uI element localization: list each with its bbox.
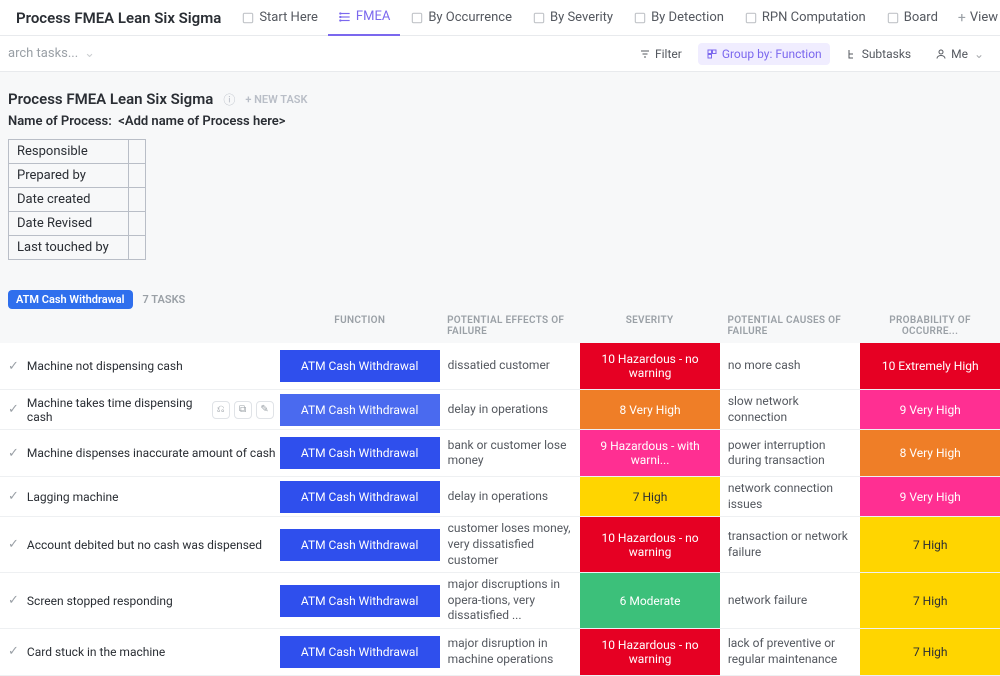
cause-cell[interactable]: power interruption during transaction <box>720 430 861 476</box>
severity-badge[interactable]: 10 Hazardous - no warning <box>580 343 720 389</box>
task-name[interactable]: Screen stopped responding <box>27 594 173 608</box>
effects-cell[interactable]: major disruption in machine operations <box>440 629 581 675</box>
task-row[interactable]: ✓ Lagging machine ATM Cash Withdrawaldelay… <box>0 477 1000 517</box>
meta-row: Responsible <box>9 140 146 164</box>
effects-cell[interactable]: dissatied customer <box>440 343 581 389</box>
task-row[interactable]: ✓ Machine takes time dispensing cash ⎌⧉✎ AT… <box>0 390 1000 430</box>
task-row[interactable]: ✓ Card stuck in the machine ATM Cash Withd… <box>0 629 1000 676</box>
search-input[interactable]: arch tasks... ⌄ <box>8 46 138 61</box>
link-icon[interactable]: ⧉ <box>234 401 252 419</box>
effects-cell[interactable]: delay in operations <box>440 390 581 429</box>
subtasks-button[interactable]: Subtasks <box>838 43 919 65</box>
task-row[interactable]: ✓ Screen stopped responding ATM Cash Withd… <box>0 573 1000 629</box>
tab-by-severity[interactable]: By Severity <box>522 0 623 36</box>
check-icon[interactable]: ✓ <box>8 537 19 552</box>
function-badge[interactable]: ATM Cash Withdrawal <box>280 481 440 513</box>
meta-row: Date Revised <box>9 212 146 236</box>
page-title: Process FMEA Lean Six Sigma <box>8 90 213 108</box>
effects-cell[interactable]: major discruptions in opera-tions, very … <box>440 573 581 628</box>
tab-start-here[interactable]: Start Here <box>231 0 328 36</box>
top-tabs-bar: Process FMEA Lean Six Sigma Start HereFM… <box>0 0 1000 36</box>
function-badge[interactable]: ATM Cash Withdrawal <box>280 529 440 561</box>
column-causes[interactable]: POTENTIAL CAUSES OF FAILURE <box>720 315 861 337</box>
me-button[interactable]: Me ⌄ <box>927 43 992 65</box>
effects-cell[interactable]: customer loses money, very dissatisfied … <box>440 517 581 572</box>
info-icon[interactable]: ⓘ <box>223 91 235 108</box>
severity-badge[interactable]: 10 Hazardous - no warning <box>580 517 720 572</box>
chevron-down-icon: ⌄ <box>84 46 95 61</box>
task-name[interactable]: Lagging machine <box>27 490 119 504</box>
cause-cell[interactable]: network failure <box>720 573 861 628</box>
tab-fmea[interactable]: FMEA <box>328 0 400 36</box>
check-icon[interactable]: ✓ <box>8 402 19 417</box>
task-name[interactable]: Account debited but no cash was dispense… <box>27 538 262 552</box>
probability-badge[interactable]: 7 High <box>860 629 1000 675</box>
content-area: Process FMEA Lean Six Sigma ⓘ + NEW TASK… <box>0 72 1000 676</box>
process-name-label: Name of Process: <Add name of Process he… <box>0 108 1000 139</box>
severity-badge[interactable]: 6 Moderate <box>580 573 720 628</box>
task-row[interactable]: ✓ Account debited but no cash was dispens… <box>0 517 1000 573</box>
workspace-title: Process FMEA Lean Six Sigma <box>8 9 229 27</box>
task-row[interactable]: ✓ Machine dispenses inaccurate amount of … <box>0 430 1000 477</box>
tab-by-occurrence[interactable]: By Occurrence <box>400 0 522 36</box>
meta-row: Date created <box>9 188 146 212</box>
group-header: ATM Cash Withdrawal 7 TASKS <box>0 290 1000 315</box>
task-row[interactable]: ✓ Machine not dispensing cash ATM Cash Wit… <box>0 343 1000 390</box>
column-probability[interactable]: PROBABILITY OF OCCURRE... <box>860 315 1000 337</box>
function-badge[interactable]: ATM Cash Withdrawal <box>280 394 440 426</box>
severity-badge[interactable]: 7 High <box>580 477 720 516</box>
subtask-icon[interactable]: ⎌ <box>212 401 230 419</box>
function-badge[interactable]: ATM Cash Withdrawal <box>280 636 440 668</box>
check-icon[interactable]: ✓ <box>8 489 19 504</box>
probability-badge[interactable]: 8 Very High <box>860 430 1000 476</box>
cause-cell[interactable]: network connection issues <box>720 477 861 516</box>
meta-table: ResponsiblePrepared byDate createdDate R… <box>8 139 146 260</box>
tab-rpn-computation[interactable]: RPN Computation <box>734 0 876 36</box>
cause-cell[interactable]: slow network connection <box>720 390 861 429</box>
task-name[interactable]: Card stuck in the machine <box>27 645 165 659</box>
tab-board[interactable]: Board <box>876 0 948 36</box>
severity-badge[interactable]: 8 Very High <box>580 390 720 429</box>
function-badge[interactable]: ATM Cash Withdrawal <box>280 350 440 382</box>
check-icon[interactable]: ✓ <box>8 359 19 374</box>
column-severity[interactable]: SEVERITY <box>580 315 720 337</box>
filter-button[interactable]: Filter <box>631 43 690 65</box>
check-icon[interactable]: ✓ <box>8 446 19 461</box>
severity-badge[interactable]: 9 Hazardous - with warni... <box>580 430 720 476</box>
severity-badge[interactable]: 10 Hazardous - no warning <box>580 629 720 675</box>
probability-badge[interactable]: 7 High <box>860 517 1000 572</box>
cause-cell[interactable]: lack of preventive or regular maintenanc… <box>720 629 861 675</box>
edit-icon[interactable]: ✎ <box>256 401 274 419</box>
check-icon[interactable]: ✓ <box>8 593 19 608</box>
grid-header: FUNCTION POTENTIAL EFFECTS OF FAILURE SE… <box>0 315 1000 343</box>
tab-view[interactable]: +View <box>948 0 1000 36</box>
probability-badge[interactable]: 7 High <box>860 573 1000 628</box>
new-task-button[interactable]: + NEW TASK <box>245 93 307 106</box>
task-name[interactable]: Machine takes time dispensing cash <box>27 396 204 424</box>
probability-badge[interactable]: 9 Very High <box>860 390 1000 429</box>
meta-row: Prepared by <box>9 164 146 188</box>
task-name[interactable]: Machine dispenses inaccurate amount of c… <box>27 446 276 460</box>
cause-cell[interactable]: transaction or network failure <box>720 517 861 572</box>
row-hover-actions: ⎌⧉✎ <box>212 401 274 419</box>
task-name[interactable]: Machine not dispensing cash <box>27 359 183 373</box>
task-count: 7 TASKS <box>143 293 186 306</box>
meta-row: Last touched by <box>9 236 146 260</box>
tab-by-detection[interactable]: By Detection <box>623 0 734 36</box>
probability-badge[interactable]: 9 Very High <box>860 477 1000 516</box>
cause-cell[interactable]: no more cash <box>720 343 861 389</box>
effects-cell[interactable]: bank or customer lose money <box>440 430 581 476</box>
check-icon[interactable]: ✓ <box>8 644 19 659</box>
column-effects[interactable]: POTENTIAL EFFECTS OF FAILURE <box>439 315 580 337</box>
probability-badge[interactable]: 10 Extremely High <box>860 343 1000 389</box>
function-badge[interactable]: ATM Cash Withdrawal <box>280 585 440 617</box>
effects-cell[interactable]: delay in operations <box>440 477 581 516</box>
toolbar: arch tasks... ⌄ Filter Group by: Functio… <box>0 36 1000 72</box>
group-by-button[interactable]: Group by: Function <box>698 43 830 65</box>
column-function[interactable]: FUNCTION <box>280 315 439 337</box>
group-badge[interactable]: ATM Cash Withdrawal <box>8 290 133 309</box>
function-badge[interactable]: ATM Cash Withdrawal <box>280 437 440 469</box>
